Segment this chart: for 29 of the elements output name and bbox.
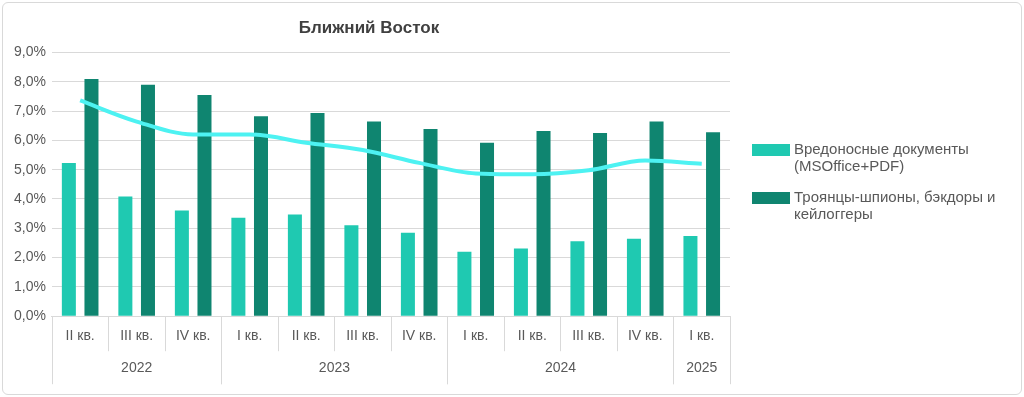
- x-tick-label: II кв.: [65, 327, 95, 344]
- x-tick-label: IV кв.: [627, 327, 663, 344]
- y-tick-label: 1,0%: [13, 277, 46, 294]
- x-tick-label: III кв.: [120, 327, 154, 344]
- x-tick-label: I кв.: [237, 327, 263, 344]
- x-tick-label: II кв.: [291, 327, 321, 344]
- text: 2024: [544, 359, 577, 376]
- legend-label: Вредоносные документы (MSOffice+PDF): [794, 140, 970, 174]
- chart-title: Ближний Восток: [298, 17, 440, 37]
- legend-label: Троянцы-шпионы, бэкдоры и кейлоггеры: [794, 188, 997, 222]
- text: 2023: [318, 359, 351, 376]
- y-tick-label: 8,0%: [13, 72, 46, 89]
- text: 2025: [686, 359, 718, 376]
- y-tick-label: 5,0%: [13, 160, 46, 177]
- x-tick-label: I кв.: [463, 327, 489, 344]
- x-tick-label: III кв.: [572, 327, 606, 344]
- x-tick-label: II кв.: [517, 327, 547, 344]
- y-tick-label: 3,0%: [13, 219, 46, 236]
- y-tick-label: 6,0%: [13, 131, 46, 148]
- x-tick-label: IV кв.: [401, 327, 437, 344]
- x-tick-label: IV кв.: [175, 327, 211, 344]
- y-tick-label: 7,0%: [13, 101, 46, 118]
- text: 2022: [121, 359, 153, 376]
- y-tick-label: 2,0%: [13, 248, 46, 265]
- x-tick-label: I кв.: [689, 327, 715, 344]
- x-tick-label: III кв.: [346, 327, 380, 344]
- y-tick-label: 0,0%: [13, 307, 46, 324]
- y-tick-label: 9,0%: [13, 43, 46, 60]
- y-tick-label: 4,0%: [13, 189, 46, 206]
